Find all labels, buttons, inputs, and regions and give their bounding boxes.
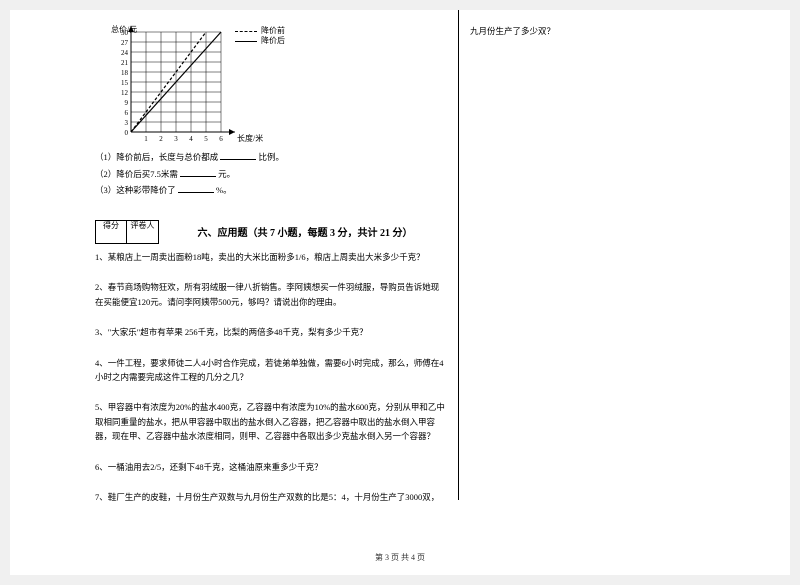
- blank: [178, 183, 214, 193]
- svg-text:6: 6: [125, 109, 129, 117]
- q7-continued: 九月份生产了多少双？: [470, 24, 730, 38]
- section-6-title: 六、应用题（共 7 小题，每题 3 分，共计 21 分）: [165, 226, 445, 242]
- q3: 3、"大家乐"超市有苹果 256千克，比梨的两倍多48千克，梨有多少千克？: [95, 325, 445, 339]
- q2: 2、春节商场购物狂欢，所有羽绒服一律八折销售。李阿姨想买一件羽绒服，导购员告诉她…: [95, 280, 445, 309]
- svg-text:5: 5: [204, 135, 208, 143]
- svg-text:27: 27: [121, 39, 129, 47]
- score-cell-left: 得分: [95, 220, 127, 244]
- fill-q3-b: %。: [216, 185, 232, 195]
- svg-text:2: 2: [159, 135, 163, 143]
- page-footer: 第 3 页 共 4 页: [10, 552, 790, 565]
- fill-q1: （1）降价前后，长度与总价都成 比例。: [95, 150, 445, 165]
- svg-text:24: 24: [121, 49, 129, 57]
- right-column: 九月份生产了多少双？: [470, 24, 730, 54]
- svg-text:长度/米: 长度/米: [237, 133, 263, 143]
- svg-text:15: 15: [121, 79, 129, 87]
- fill-q2: （2）降价后买7.5米需 元。: [95, 167, 445, 182]
- svg-text:1: 1: [144, 135, 148, 143]
- fill-q2-a: （2）降价后买7.5米需: [95, 169, 178, 179]
- svg-text:18: 18: [121, 69, 129, 77]
- svg-text:12: 12: [121, 89, 129, 97]
- svg-text:总价/元: 总价/元: [111, 24, 137, 34]
- chart-legend: 降价前 降价后: [235, 26, 285, 47]
- dash-line-icon: [235, 31, 257, 32]
- score-cell-right: 评卷人: [127, 220, 159, 244]
- fill-blanks: （1）降价前后，长度与总价都成 比例。 （2）降价后买7.5米需 元。 （3）这…: [95, 150, 445, 198]
- fill-q1-a: （1）降价前后，长度与总价都成: [95, 152, 218, 162]
- q4: 4、一件工程，要求师徒二人4小时合作完成，若徒弟单独做，需要6小时完成，那么，师…: [95, 356, 445, 385]
- svg-text:6: 6: [219, 135, 223, 143]
- legend-before: 降价前: [235, 26, 285, 36]
- fill-q3: （3）这种彩带降价了 %。: [95, 183, 445, 198]
- q1: 1、某粮店上一周卖出面粉18吨，卖出的大米比面粉多1/6，粮店上周卖出大米多少千…: [95, 250, 445, 264]
- legend-after-label: 降价后: [261, 36, 285, 46]
- legend-before-label: 降价前: [261, 26, 285, 36]
- fill-q2-b: 元。: [218, 169, 235, 179]
- page: 降价前 降价后 036912151821242730123456总价/元长度/米…: [10, 10, 790, 575]
- left-column: 降价前 降价后 036912151821242730123456总价/元长度/米…: [95, 24, 445, 521]
- q5: 5、甲容器中有浓度为20%的盐水400克，乙容器中有浓度为10%的盐水600克，…: [95, 400, 445, 443]
- price-chart: 降价前 降价后 036912151821242730123456总价/元长度/米: [105, 24, 295, 144]
- solid-line-icon: [235, 41, 257, 42]
- column-divider: [458, 10, 459, 500]
- svg-text:4: 4: [189, 135, 193, 143]
- blank: [220, 150, 256, 160]
- svg-text:3: 3: [125, 119, 129, 127]
- q7: 7、鞋厂生产的皮鞋，十月份生产双数与九月份生产双数的比是5：4，十月份生产了30…: [95, 490, 445, 504]
- q6: 6、一桶油用去2/5，还剩下48千克，这桶油原来重多少千克？: [95, 460, 445, 474]
- svg-text:0: 0: [125, 129, 129, 137]
- svg-text:9: 9: [125, 99, 129, 107]
- blank: [180, 167, 216, 177]
- svg-text:21: 21: [121, 59, 129, 67]
- svg-text:3: 3: [174, 135, 178, 143]
- legend-after: 降价后: [235, 36, 285, 46]
- fill-q1-b: 比例。: [259, 152, 285, 162]
- fill-q3-a: （3）这种彩带降价了: [95, 185, 176, 195]
